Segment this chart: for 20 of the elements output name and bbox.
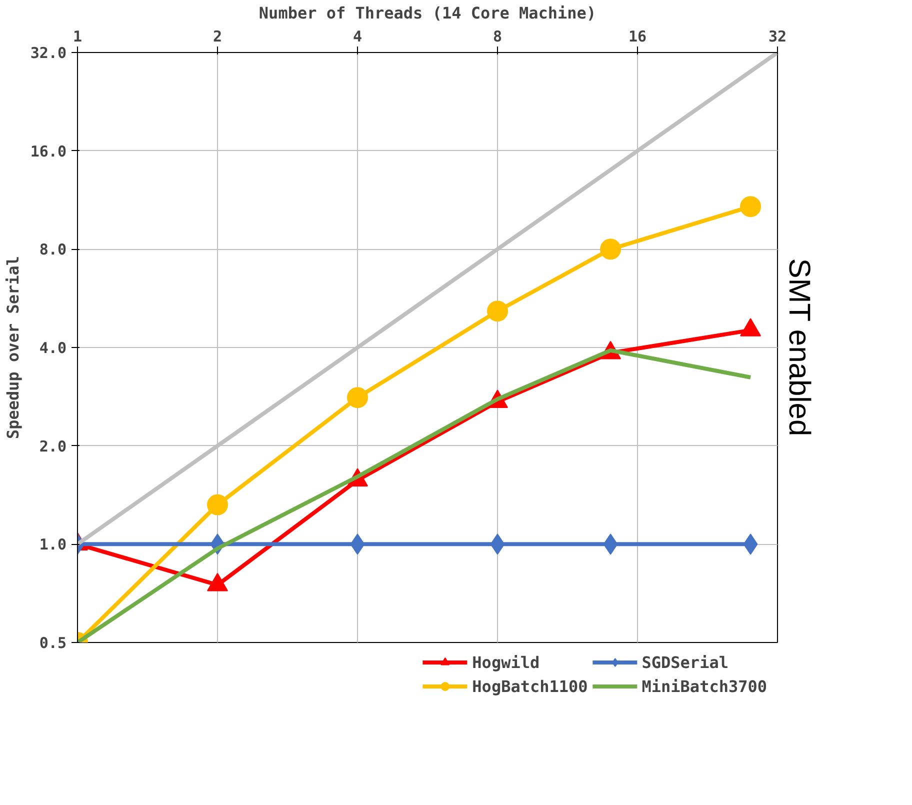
y-tick-label: 32.0 (30, 44, 66, 62)
text: SMT enabled (782, 258, 816, 436)
x-tick-label: 16 (628, 28, 647, 46)
x-tick-label: 1 (72, 28, 82, 46)
x-axis-title: Number of Threads (14 Core Machine) (258, 4, 596, 22)
legend-label: HogBatch1100 (472, 676, 588, 696)
x-tick-label: 32 (768, 28, 787, 46)
x-tick-label: 8 (492, 28, 502, 46)
x-tick-label: 4 (352, 28, 362, 46)
x-tick-label: 2 (212, 28, 222, 46)
y-tick-label: 16.0 (30, 142, 66, 160)
y-tick-label: 4.0 (39, 339, 66, 357)
legend-label: SGDSerial (642, 652, 728, 672)
y-tick-label: 2.0 (39, 437, 66, 456)
y-tick-label: 1.0 (39, 536, 66, 554)
y-tick-label: 0.5 (39, 634, 66, 652)
y-axis-title: Speedup over Serial (3, 256, 22, 440)
legend-label: MiniBatch3700 (642, 676, 767, 696)
legend-label: Hogwild (472, 652, 540, 672)
y-tick-label: 8.0 (39, 240, 66, 259)
